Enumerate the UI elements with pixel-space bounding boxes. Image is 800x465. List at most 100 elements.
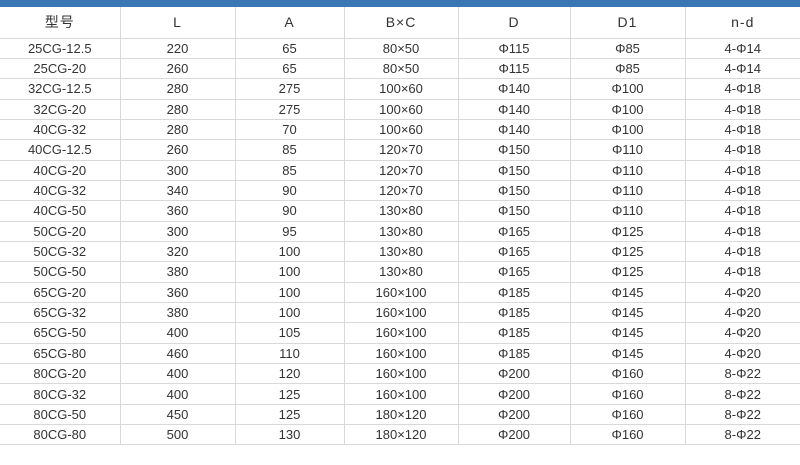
table-cell: Φ125 xyxy=(570,221,686,242)
table-cell: 125 xyxy=(235,383,345,405)
table-cell: 4-Φ20 xyxy=(685,322,800,344)
table-cell: 100×60 xyxy=(344,78,459,100)
table-cell: 65CG-50 xyxy=(0,322,121,344)
table-cell: Φ125 xyxy=(570,261,686,283)
table-cell: 65CG-80 xyxy=(0,343,121,365)
table-cell: 130 xyxy=(235,424,345,446)
column-header-nd: n-d xyxy=(685,7,800,39)
table-cell: 120×70 xyxy=(344,160,459,181)
table-cell: Φ145 xyxy=(570,302,686,324)
table-cell: 4-Φ18 xyxy=(685,119,800,141)
table-cell: 180×120 xyxy=(344,404,459,426)
table-cell: 95 xyxy=(235,221,345,242)
table-cell: 120×70 xyxy=(344,139,459,161)
table-cell: 40CG-12.5 xyxy=(0,139,121,161)
table-cell: 8-Φ22 xyxy=(685,383,800,405)
table-cell: 4-Φ18 xyxy=(685,241,800,263)
table-cell: 300 xyxy=(120,221,236,242)
table-cell: Φ100 xyxy=(570,119,686,141)
table-cell: Φ110 xyxy=(570,200,686,222)
table-cell: 100 xyxy=(235,241,345,263)
table-cell: 280 xyxy=(120,119,236,141)
table-cell: 100 xyxy=(235,261,345,283)
table-cell: 4-Φ20 xyxy=(685,282,800,303)
column-header-d: D xyxy=(458,7,571,39)
table-cell: Φ150 xyxy=(458,160,571,181)
table-cell: Φ160 xyxy=(570,424,686,446)
table-header-row: 型号 L A B×C D D1 n-d xyxy=(0,7,800,39)
table-cell: Φ200 xyxy=(458,424,571,446)
table-cell: Φ200 xyxy=(458,383,571,405)
table-cell: Φ110 xyxy=(570,180,686,202)
table-cell: 160×100 xyxy=(344,343,459,365)
table-cell: 460 xyxy=(120,343,236,365)
table-cell: 32CG-12.5 xyxy=(0,78,121,100)
table-row: 25CG-20 260 65 80×50 Φ115 Φ85 4-Φ14 xyxy=(0,58,800,80)
column-header-l: L xyxy=(120,7,236,39)
table-cell: 110 xyxy=(235,343,345,365)
table-cell: 105 xyxy=(235,322,345,344)
table-cell: 25CG-12.5 xyxy=(0,38,121,59)
table-cell: 4-Φ20 xyxy=(685,302,800,324)
table-cell: 160×100 xyxy=(344,282,459,303)
table-cell: 90 xyxy=(235,180,345,202)
table-cell: Φ145 xyxy=(570,343,686,365)
table-row: 40CG-20 300 85 120×70 Φ150 Φ110 4-Φ18 xyxy=(0,160,800,181)
table-row: 65CG-32 380 100 160×100 Φ185 Φ145 4-Φ20 xyxy=(0,302,800,324)
table-cell: Φ160 xyxy=(570,383,686,405)
table-cell: 400 xyxy=(120,383,236,405)
table-cell: 400 xyxy=(120,322,236,344)
table-cell: 500 xyxy=(120,424,236,446)
table-cell: 40CG-32 xyxy=(0,119,121,141)
table-cell: Φ185 xyxy=(458,343,571,365)
table-cell: 380 xyxy=(120,302,236,324)
table-cell: Φ165 xyxy=(458,241,571,263)
table-cell: 160×100 xyxy=(344,302,459,324)
table-cell: 380 xyxy=(120,261,236,283)
table-cell: 120 xyxy=(235,363,345,385)
table-cell: 80CG-80 xyxy=(0,424,121,446)
table-cell: 130×80 xyxy=(344,261,459,283)
column-header-model: 型号 xyxy=(0,7,121,39)
table-cell: 40CG-20 xyxy=(0,160,121,181)
table-cell: 450 xyxy=(120,404,236,426)
table-row: 65CG-50 400 105 160×100 Φ185 Φ145 4-Φ20 xyxy=(0,322,800,344)
table-cell: 100×60 xyxy=(344,99,459,120)
table-cell: Φ145 xyxy=(570,322,686,344)
table-cell: 280 xyxy=(120,99,236,120)
table-cell: Φ150 xyxy=(458,139,571,161)
table-row: 80CG-20 400 120 160×100 Φ200 Φ160 8-Φ22 xyxy=(0,363,800,385)
table-cell: Φ140 xyxy=(458,119,571,141)
table-cell: 70 xyxy=(235,119,345,141)
table-cell: 50CG-20 xyxy=(0,221,121,242)
table-cell: 180×120 xyxy=(344,424,459,446)
table-cell: Φ185 xyxy=(458,282,571,303)
table-cell: 4-Φ18 xyxy=(685,180,800,202)
table-cell: Φ140 xyxy=(458,78,571,100)
table-cell: 160×100 xyxy=(344,383,459,405)
table-cell: 360 xyxy=(120,200,236,222)
table-cell: Φ100 xyxy=(570,78,686,100)
table-row: 40CG-32 280 70 100×60 Φ140 Φ100 4-Φ18 xyxy=(0,119,800,141)
table-row: 40CG-12.5 260 85 120×70 Φ150 Φ110 4-Φ18 xyxy=(0,139,800,161)
table-cell: 80CG-50 xyxy=(0,404,121,426)
table-cell: 80CG-20 xyxy=(0,363,121,385)
table-cell: Φ110 xyxy=(570,139,686,161)
table-cell: Φ165 xyxy=(458,261,571,283)
table-cell: 40CG-50 xyxy=(0,200,121,222)
table-cell: 80×50 xyxy=(344,58,459,80)
table-cell: 340 xyxy=(120,180,236,202)
table-cell: 32CG-20 xyxy=(0,99,121,120)
table-cell: 4-Φ18 xyxy=(685,221,800,242)
table-cell: 25CG-20 xyxy=(0,58,121,80)
table-cell: Φ115 xyxy=(458,58,571,80)
table-cell: 80×50 xyxy=(344,38,459,59)
table-cell: 65CG-20 xyxy=(0,282,121,303)
table-cell: Φ200 xyxy=(458,404,571,426)
table-cell: 4-Φ18 xyxy=(685,139,800,161)
table-cell: Φ115 xyxy=(458,38,571,59)
table-cell: 65 xyxy=(235,38,345,59)
table-cell: 8-Φ22 xyxy=(685,404,800,426)
table-row: 50CG-20 300 95 130×80 Φ165 Φ125 4-Φ18 xyxy=(0,221,800,242)
table-cell: 85 xyxy=(235,139,345,161)
